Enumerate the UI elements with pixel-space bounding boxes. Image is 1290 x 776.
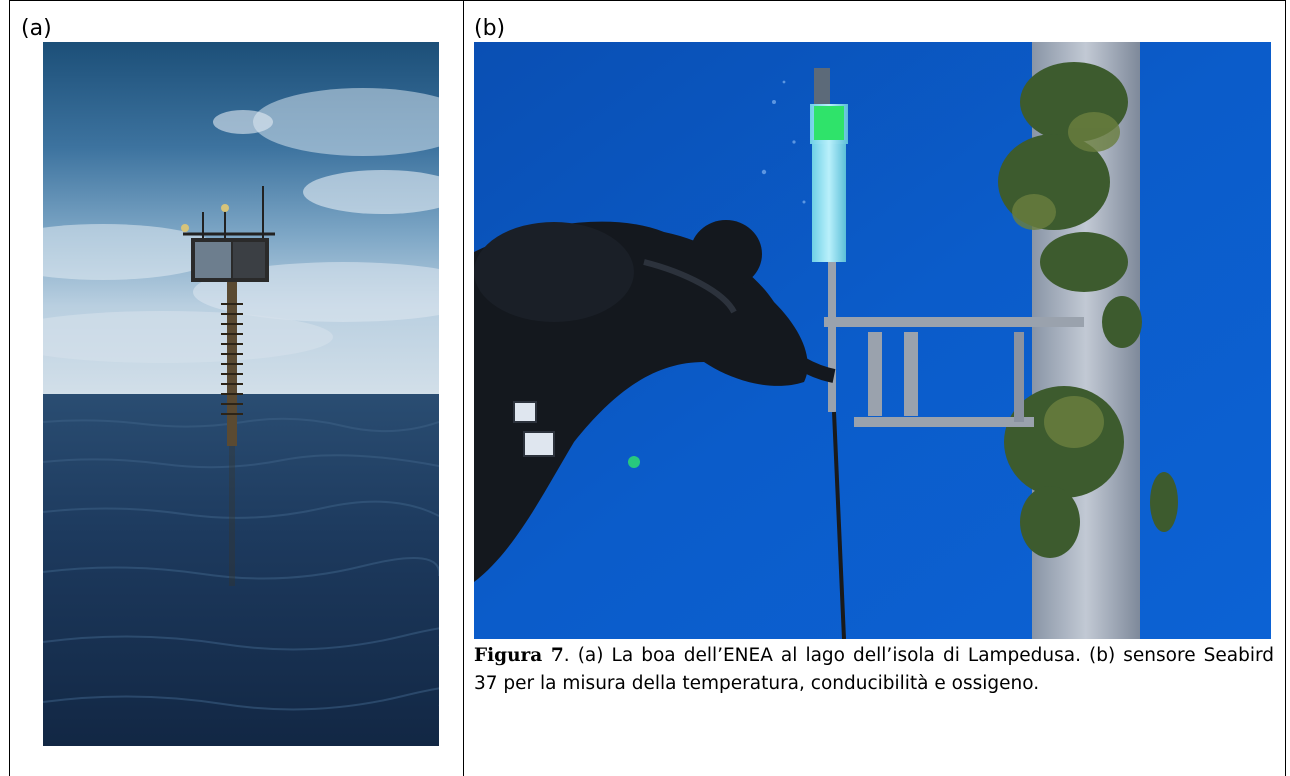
buoy-photo [43,42,439,746]
sensor-green-band [814,106,844,140]
table-border-left [9,0,10,776]
caption-text: . (a) La boa dell’ENEA al lago dell’isol… [474,645,1274,694]
panel-a-label: (a) [21,16,52,41]
table-border-right [1285,0,1286,776]
figure-table [9,0,1286,776]
panel-b-label: (b) [474,16,506,41]
table-border-top [9,0,1286,1]
figure-label: Figura 7 [474,645,564,666]
table-border-middle [463,0,464,776]
diver-photo [474,42,1271,639]
figure-caption: Figura 7. (a) La boa dell’ENEA al lago d… [474,642,1274,698]
